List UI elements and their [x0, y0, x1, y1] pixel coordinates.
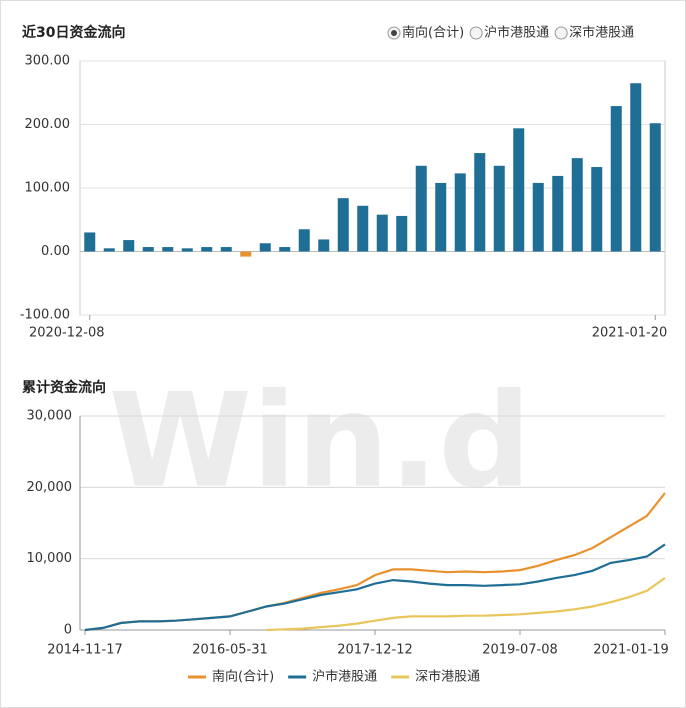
- radio-dot: [391, 30, 397, 36]
- y-tick-label: -100.00: [20, 308, 70, 323]
- bar: [84, 232, 96, 252]
- bar: [474, 153, 486, 252]
- bar: [649, 123, 661, 252]
- watermark: Win.d: [109, 365, 532, 517]
- bar: [318, 239, 330, 252]
- bar: [240, 251, 252, 257]
- chart-title: 近30日资金流向: [22, 24, 125, 41]
- bar: [201, 247, 213, 252]
- radio-label[interactable]: 南向(合计): [402, 25, 464, 41]
- y-tick-label: 10,000: [27, 551, 73, 566]
- y-tick-label: 300.00: [25, 54, 71, 69]
- bar: [337, 198, 349, 252]
- bar: [493, 165, 505, 252]
- bar: [513, 128, 525, 252]
- bar: [162, 247, 174, 252]
- x-tick-label: 2017-12-12: [337, 643, 413, 658]
- legend-label: 沪市港股通: [312, 669, 377, 685]
- x-tick-label: 2014-11-17: [47, 643, 123, 658]
- bar: [357, 205, 369, 252]
- legend-label: 南向(合计): [212, 669, 274, 685]
- y-tick-label: 0: [64, 623, 72, 638]
- x-tick-label: 2020-12-08: [29, 326, 105, 341]
- bar: [552, 175, 564, 252]
- bar: [630, 83, 642, 252]
- bar: [103, 248, 115, 252]
- bar: [571, 158, 583, 252]
- legend-label: 深市港股通: [415, 669, 480, 685]
- x-tick-label: 2021-01-20: [592, 326, 668, 341]
- bar: [123, 240, 135, 252]
- radio-label[interactable]: 沪市港股通: [484, 25, 549, 41]
- y-tick-label: 30,000: [27, 409, 73, 424]
- bar: [259, 243, 271, 252]
- x-tick-label: 2019-07-08: [482, 643, 558, 658]
- bar: [279, 247, 291, 252]
- bar: [591, 167, 603, 252]
- bar: [142, 247, 154, 252]
- bar: [220, 247, 232, 252]
- bar: [376, 214, 388, 252]
- radio[interactable]: [554, 26, 568, 40]
- y-tick-label: 0.00: [41, 244, 70, 259]
- y-tick-label: 20,000: [27, 480, 73, 495]
- y-tick-label: 200.00: [25, 117, 71, 132]
- bar: [181, 248, 193, 252]
- bar: [435, 182, 447, 252]
- radio[interactable]: [469, 26, 483, 40]
- series-line: [84, 543, 666, 632]
- bar: [396, 215, 408, 252]
- y-tick-label: 100.00: [25, 181, 71, 196]
- x-tick-label: 2021-01-19: [593, 643, 669, 658]
- bar: [415, 165, 427, 252]
- bar: [610, 106, 622, 252]
- bar: [532, 182, 544, 252]
- chart-title: 累计资金流向: [22, 379, 106, 396]
- series-line: [266, 577, 666, 632]
- x-tick-label: 2016-05-31: [192, 643, 268, 658]
- bar: [454, 173, 466, 252]
- bar: [298, 229, 310, 252]
- radio-label[interactable]: 深市港股通: [569, 25, 634, 41]
